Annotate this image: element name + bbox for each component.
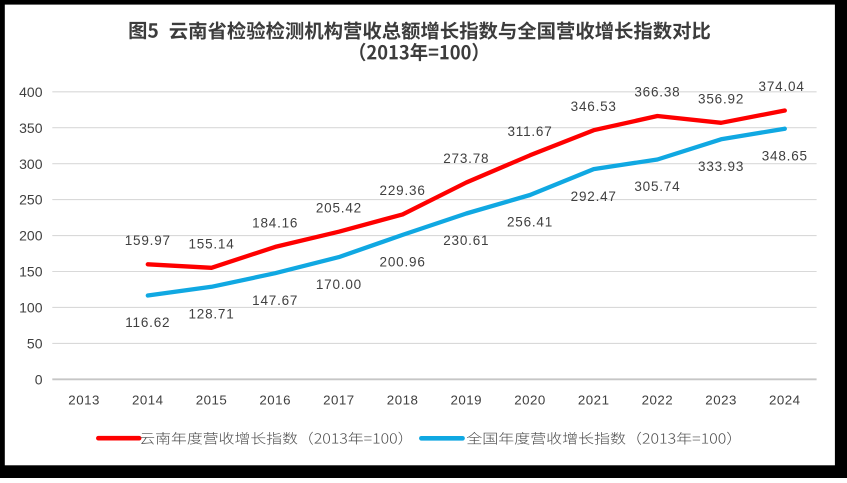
svg-text:147.67: 147.67 [252, 293, 298, 308]
svg-text:205.42: 205.42 [316, 200, 362, 215]
svg-text:333.93: 333.93 [698, 159, 744, 174]
svg-text:2021: 2021 [578, 393, 610, 408]
svg-text:348.65: 348.65 [762, 148, 808, 163]
svg-text:2014: 2014 [132, 393, 164, 408]
svg-text:400: 400 [19, 84, 43, 100]
svg-text:374.04: 374.04 [759, 79, 805, 94]
svg-text:170.00: 170.00 [316, 277, 362, 292]
svg-text:0: 0 [35, 371, 43, 387]
svg-text:100: 100 [19, 300, 43, 316]
svg-text:356.92: 356.92 [698, 91, 744, 106]
svg-text:2018: 2018 [387, 393, 419, 408]
svg-text:366.38: 366.38 [634, 85, 680, 100]
svg-text:155.14: 155.14 [188, 236, 234, 251]
svg-text:2017: 2017 [323, 393, 355, 408]
svg-text:2019: 2019 [451, 393, 483, 408]
svg-text:150: 150 [19, 264, 43, 280]
svg-text:116.62: 116.62 [125, 315, 170, 330]
svg-text:300: 300 [19, 156, 43, 172]
svg-text:311.67: 311.67 [507, 124, 552, 139]
svg-text:184.16: 184.16 [252, 216, 298, 231]
svg-text:159.97: 159.97 [125, 233, 171, 248]
svg-text:2015: 2015 [196, 393, 228, 408]
svg-text:292.47: 292.47 [571, 189, 617, 204]
svg-text:256.41: 256.41 [507, 215, 553, 230]
svg-text:2023: 2023 [705, 393, 737, 408]
svg-text:305.74: 305.74 [634, 179, 680, 194]
svg-text:350: 350 [19, 120, 43, 136]
svg-text:250: 250 [19, 192, 43, 208]
svg-text:2013: 2013 [68, 393, 100, 408]
svg-text:50: 50 [27, 336, 43, 352]
svg-text:2022: 2022 [642, 393, 674, 408]
svg-text:229.36: 229.36 [380, 183, 426, 198]
svg-text:200: 200 [19, 228, 43, 244]
svg-text:200.96: 200.96 [380, 255, 426, 270]
svg-text:2024: 2024 [769, 393, 801, 408]
svg-text:128.71: 128.71 [188, 307, 234, 322]
svg-text:273.78: 273.78 [443, 151, 489, 166]
svg-text:2016: 2016 [259, 393, 291, 408]
svg-text:230.61: 230.61 [443, 233, 489, 248]
svg-text:2020: 2020 [514, 393, 546, 408]
svg-text:346.53: 346.53 [571, 99, 617, 114]
